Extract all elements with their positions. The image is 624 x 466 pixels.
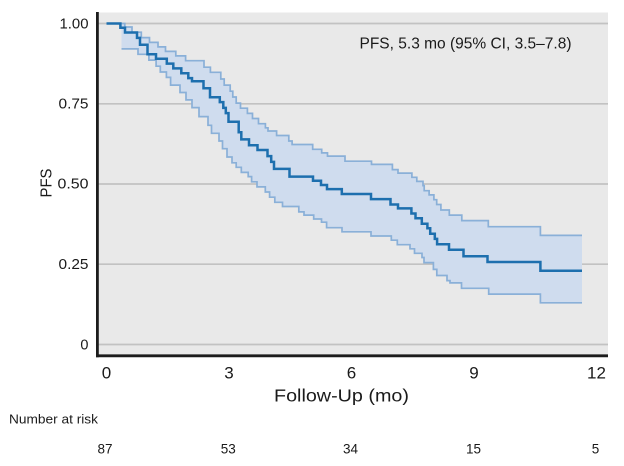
svg-text:9: 9 — [469, 364, 478, 383]
svg-text:6: 6 — [347, 364, 356, 383]
svg-text:1.00: 1.00 — [60, 17, 89, 33]
svg-text:12: 12 — [587, 364, 606, 383]
svg-text:0.25: 0.25 — [59, 257, 89, 273]
svg-text:0.75: 0.75 — [59, 97, 89, 113]
svg-text:0: 0 — [102, 364, 111, 383]
svg-text:3: 3 — [224, 364, 233, 383]
svg-text:5: 5 — [592, 442, 600, 457]
svg-text:53: 53 — [221, 442, 236, 457]
svg-text:87: 87 — [97, 442, 112, 457]
svg-text:Follow-Up (mo): Follow-Up (mo) — [274, 386, 409, 406]
svg-text:34: 34 — [343, 442, 359, 457]
svg-text:0.50: 0.50 — [58, 177, 89, 193]
svg-text:PFS, 5.3 mo (95% CI, 3.5–7.8): PFS, 5.3 mo (95% CI, 3.5–7.8) — [360, 36, 572, 53]
svg-text:0: 0 — [80, 338, 88, 354]
svg-text:15: 15 — [466, 442, 481, 457]
svg-text:Number at risk: Number at risk — [9, 413, 99, 427]
svg-text:PFS: PFS — [38, 169, 55, 198]
